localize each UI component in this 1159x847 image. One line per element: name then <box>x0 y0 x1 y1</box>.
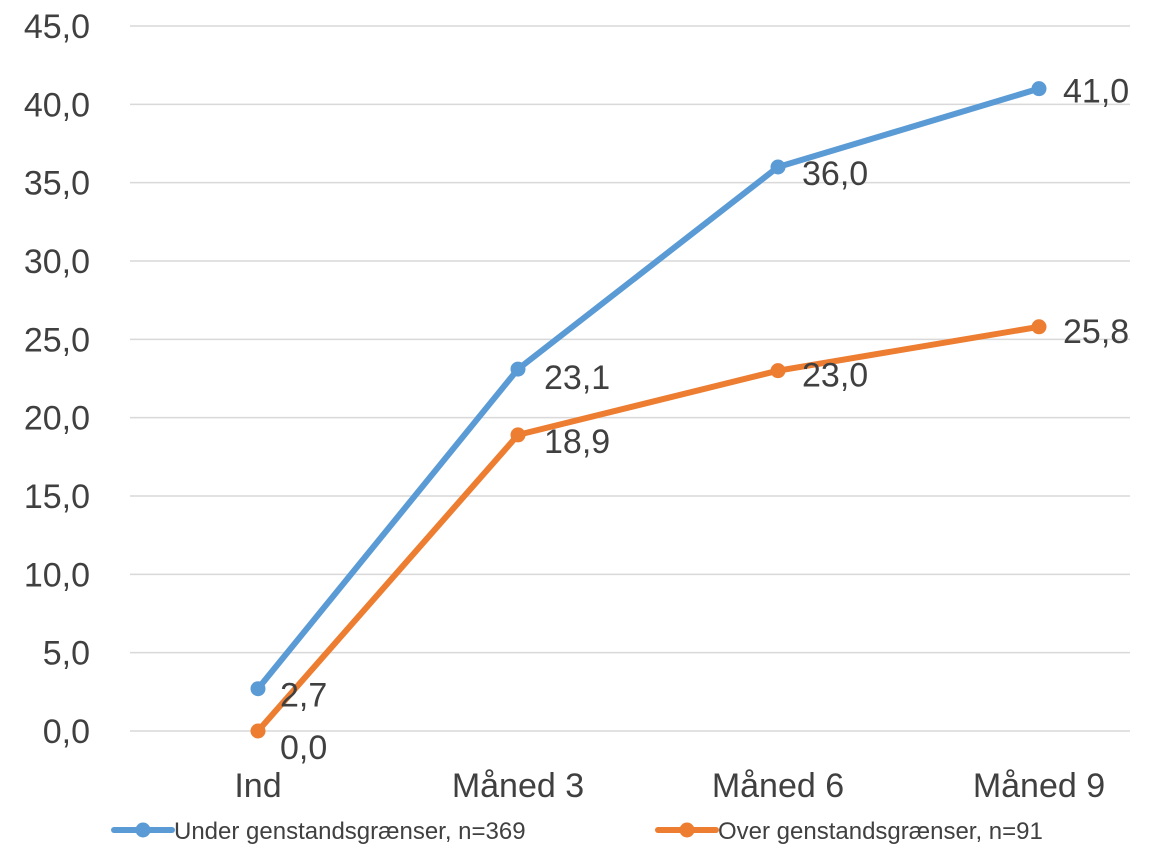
data-point <box>510 427 526 443</box>
data-label: 25,8 <box>1063 313 1129 351</box>
y-tick-label: 5,0 <box>43 635 90 673</box>
y-tick-label: 10,0 <box>24 556 90 594</box>
y-tick-label: 20,0 <box>24 400 90 438</box>
x-axis-tick-labels: Ind Måned 3 Måned 6 Måned 9 <box>234 767 1105 805</box>
data-label: 23,0 <box>802 357 868 395</box>
x-tick-label: Måned 3 <box>452 767 584 805</box>
data-label: 0,0 <box>280 729 327 767</box>
y-axis-tick-labels: 0,0 5,0 10,0 15,0 20,0 25,0 30,0 35,0 40,0 45,0 <box>24 8 90 751</box>
data-label: 23,1 <box>544 359 610 397</box>
data-labels: 2,7 23,1 36,0 41,0 0,0 18,9 23,0 25,8 <box>280 73 1129 767</box>
data-point <box>510 361 526 377</box>
x-tick-label: Måned 6 <box>712 767 844 805</box>
data-point <box>250 723 266 739</box>
y-tick-label: 45,0 <box>24 8 90 46</box>
y-tick-label: 30,0 <box>24 243 90 281</box>
legend-item: Over genstandsgrænser, n=91 <box>655 818 1043 845</box>
data-label: 41,0 <box>1063 73 1129 111</box>
x-tick-label: Måned 9 <box>973 767 1105 805</box>
legend: Under genstandsgrænser, n=369 Over gensta… <box>111 818 1043 845</box>
legend-swatch-marker <box>679 822 695 838</box>
data-point <box>770 363 786 379</box>
data-label: 18,9 <box>544 423 610 461</box>
data-point <box>1031 319 1047 335</box>
series-lines <box>250 81 1047 739</box>
legend-item: Under genstandsgrænser, n=369 <box>111 818 526 845</box>
data-point <box>1031 81 1047 97</box>
legend-swatch-marker <box>135 822 151 838</box>
series-line <box>255 85 1042 692</box>
y-tick-label: 35,0 <box>24 165 90 203</box>
legend-label: Under genstandsgrænser, n=369 <box>174 818 526 845</box>
y-tick-label: 40,0 <box>24 86 90 124</box>
data-label: 2,7 <box>280 677 327 715</box>
data-point <box>770 159 786 175</box>
series-line <box>255 323 1042 734</box>
data-point <box>250 681 266 697</box>
data-label: 36,0 <box>802 155 868 193</box>
y-tick-label: 25,0 <box>24 321 90 359</box>
legend-label: Over genstandsgrænser, n=91 <box>718 818 1043 845</box>
gridlines <box>130 25 1130 732</box>
y-tick-label: 15,0 <box>24 478 90 516</box>
y-tick-label: 0,0 <box>43 713 90 751</box>
x-tick-label: Ind <box>234 767 281 805</box>
